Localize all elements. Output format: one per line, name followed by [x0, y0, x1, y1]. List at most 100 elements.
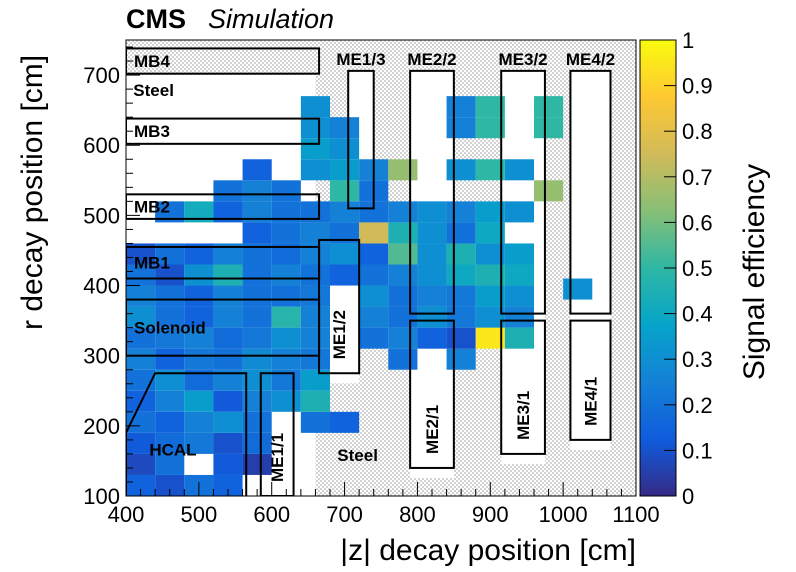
- heatmap-cell: [359, 222, 389, 244]
- heatmap-cell: [300, 348, 330, 370]
- heatmap-cell: [155, 390, 185, 412]
- detector-region-mb3: MB3: [126, 117, 321, 145]
- heatmap-cell: [155, 264, 185, 286]
- heatmap-cell: [242, 306, 272, 328]
- plot-frame: [125, 39, 637, 497]
- heatmap-cell: [242, 348, 272, 370]
- x-tick-label: 1000: [539, 502, 588, 527]
- heatmap-cell: [330, 411, 360, 433]
- x-tick-label: 500: [180, 502, 217, 527]
- heatmap-cell: [213, 369, 243, 391]
- heatmap-cell: [417, 327, 447, 349]
- region-outline: [500, 69, 546, 315]
- heatmap-cell: [155, 243, 185, 265]
- detector-region-mb2: MB2: [126, 193, 321, 220]
- experiment-label: CMS: [126, 4, 186, 34]
- heatmap-cell: [213, 474, 243, 496]
- heatmap-cell: [330, 159, 360, 181]
- region-label: ME3/1: [514, 391, 533, 440]
- heatmap-cell: [504, 264, 534, 286]
- region-outline: [569, 319, 612, 441]
- heatmap-cell: [475, 201, 505, 223]
- heatmap-cell: [242, 411, 272, 433]
- heatmap-cell: [534, 117, 564, 139]
- heatmap-cell: [126, 453, 156, 475]
- heatmap-cell: [242, 285, 272, 307]
- heatmap-cell: [300, 138, 330, 160]
- heatmap-cell: [388, 201, 418, 223]
- heatmap-cell: [213, 306, 243, 328]
- heatmap-cell: [388, 348, 418, 370]
- detector-region-me2-2: ME2/2: [407, 50, 457, 315]
- annotation-steel: Steel: [337, 446, 378, 465]
- heatmap-cell: [155, 453, 185, 475]
- heatmap-cell: [242, 327, 272, 349]
- heatmap-cell: [126, 285, 156, 307]
- detector-region-me3-1: ME3/1: [500, 319, 546, 455]
- heatmap-cell: [271, 390, 301, 412]
- hcal-outline: [126, 372, 248, 496]
- region-label: MB1: [134, 254, 170, 273]
- heatmap-cell: [388, 159, 418, 181]
- z-tick-label: 0.5: [682, 256, 713, 281]
- x-tick-label: 800: [399, 502, 436, 527]
- x-tick-label: 900: [472, 502, 509, 527]
- y-tick-label: 100: [83, 484, 120, 509]
- heatmap-cell: [184, 369, 214, 391]
- z-tick-label: 0: [682, 484, 694, 509]
- heatmap-cell: [388, 285, 418, 307]
- detector-region-me2-1: ME2/1: [409, 319, 455, 469]
- heatmap-cell: [155, 411, 185, 433]
- region-label: ME4/2: [566, 50, 615, 69]
- annotations: Steel Steel HCAL: [133, 81, 378, 465]
- detector-region-me4-1: ME4/1: [569, 319, 612, 441]
- heatmap-cell: [242, 369, 272, 391]
- heatmap-cell: [213, 348, 243, 370]
- region-outline: [126, 47, 321, 75]
- heatmap-cell: [300, 264, 330, 286]
- heatmap-cell: [242, 222, 272, 244]
- z-tick-label: 0.1: [682, 438, 713, 463]
- heatmap-cell: [242, 243, 272, 265]
- heatmap-cell: [475, 117, 505, 139]
- heatmap-cell: [242, 159, 272, 181]
- heatmap-cell: [504, 243, 534, 265]
- region-label: Solenoid: [134, 319, 206, 338]
- heatmap-cell: [300, 96, 330, 118]
- region-outline: [409, 69, 455, 315]
- region-outline: [126, 193, 321, 220]
- region-label: MB4: [134, 52, 170, 71]
- region-outline: [259, 372, 295, 496]
- heatmap-cell: [184, 411, 214, 433]
- heatmap-cell: [271, 264, 301, 286]
- white-endcap-area: [570, 320, 611, 450]
- x-axis-title: |z| decay position [cm]: [340, 534, 636, 567]
- heatmap-cell: [417, 306, 447, 328]
- heatmap-cell: [155, 306, 185, 328]
- z-tick-label: 0.2: [682, 393, 713, 418]
- heatmap-cell: [155, 285, 185, 307]
- heatmap-cell: [446, 201, 476, 223]
- region-label: ME1/1: [268, 433, 287, 482]
- status-label: Simulation: [208, 4, 334, 34]
- region-label: ME1/2: [330, 310, 349, 359]
- z-tick-label: 0.3: [682, 347, 713, 372]
- color-scale: 0 0.1 0.2 0.3 0.4 0.5 0.6 0.7 0.8 0.9 1: [639, 28, 713, 509]
- annotation-hcal: HCAL: [149, 440, 196, 459]
- y-tick-label: 300: [83, 344, 120, 369]
- heatmap-cell: [155, 432, 185, 454]
- heatmap-cell: [242, 201, 272, 223]
- heatmap-cell: [184, 306, 214, 328]
- heatmap-cell: [271, 306, 301, 328]
- heatmap-cell: [504, 306, 534, 328]
- heatmap-cell: [242, 390, 272, 412]
- heatmap-cell: [213, 180, 243, 202]
- x-tick-label: 600: [253, 502, 290, 527]
- detector-region-me4-2: ME4/2: [566, 50, 615, 315]
- heatmap-cell: [300, 369, 330, 391]
- heatmap-cell: [388, 243, 418, 265]
- y-axis: 100 200 300 400 500 600 700: [83, 46, 140, 509]
- heatmap-cell: [446, 243, 476, 265]
- heatmap-cell: [417, 285, 447, 307]
- x-tick-label: 1100: [612, 502, 659, 527]
